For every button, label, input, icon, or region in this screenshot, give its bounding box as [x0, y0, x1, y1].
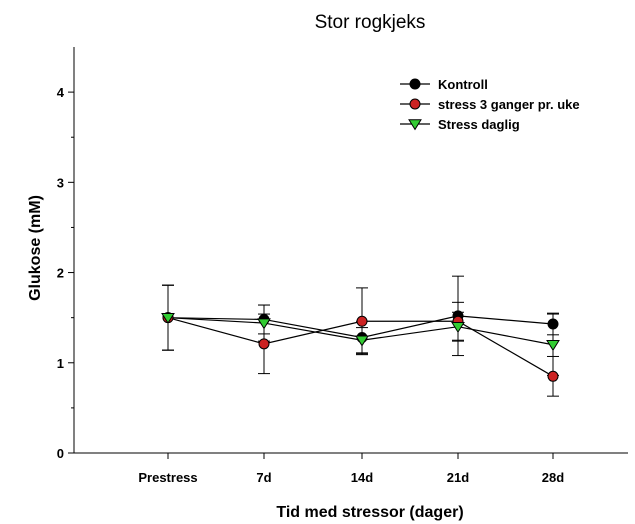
legend-item: Kontroll: [400, 77, 488, 92]
x-axis-label: Tid med stressor (dager): [276, 504, 463, 521]
legend-label: Stress daglig: [438, 117, 520, 132]
chart-title: Stor rogkjeks: [315, 12, 426, 33]
x-tick-label: 21d: [447, 470, 469, 485]
legend-label: Kontroll: [438, 77, 488, 92]
x-tick-label: Prestress: [138, 470, 197, 485]
legend: Kontroll stress 3 ganger pr. uke Stress da…: [400, 77, 580, 132]
legend-marker: [409, 98, 421, 110]
series-markers: [161, 312, 560, 352]
x-axis: Prestress 7d 14d 21d 28d: [138, 453, 564, 485]
y-tick-label: 2: [57, 266, 64, 281]
y-tick-label: 3: [57, 175, 64, 190]
data-point: [547, 370, 559, 382]
y-tick-label: 0: [57, 446, 64, 461]
data-point: [161, 312, 175, 325]
data-point: [547, 318, 559, 330]
legend-item: Stress daglig: [400, 117, 520, 132]
data-point: [258, 338, 270, 350]
legend-item: stress 3 ganger pr. uke: [400, 97, 580, 112]
y-tick-label: 1: [57, 356, 64, 371]
data-point: [355, 335, 369, 347]
data-point: [546, 340, 560, 352]
y-axis-label: Glukose (mM): [27, 195, 44, 301]
x-tick-label: 7d: [256, 470, 271, 485]
data-point: [451, 321, 465, 334]
legend-label: stress 3 ganger pr. uke: [438, 97, 580, 112]
series-markers: [162, 312, 559, 382]
data-point: [257, 318, 271, 330]
plot-frame: [73, 47, 628, 454]
x-tick-label: 14d: [351, 470, 373, 485]
data-point: [356, 315, 368, 327]
y-tick-label: 4: [57, 85, 65, 100]
series-errorbars: [162, 284, 559, 376]
legend-marker: [409, 78, 421, 90]
legend-marker: [408, 119, 422, 131]
y-axis: 0 1 2 3 4: [57, 85, 74, 461]
series-layer: [161, 275, 560, 397]
x-tick-label: 28d: [542, 470, 564, 485]
